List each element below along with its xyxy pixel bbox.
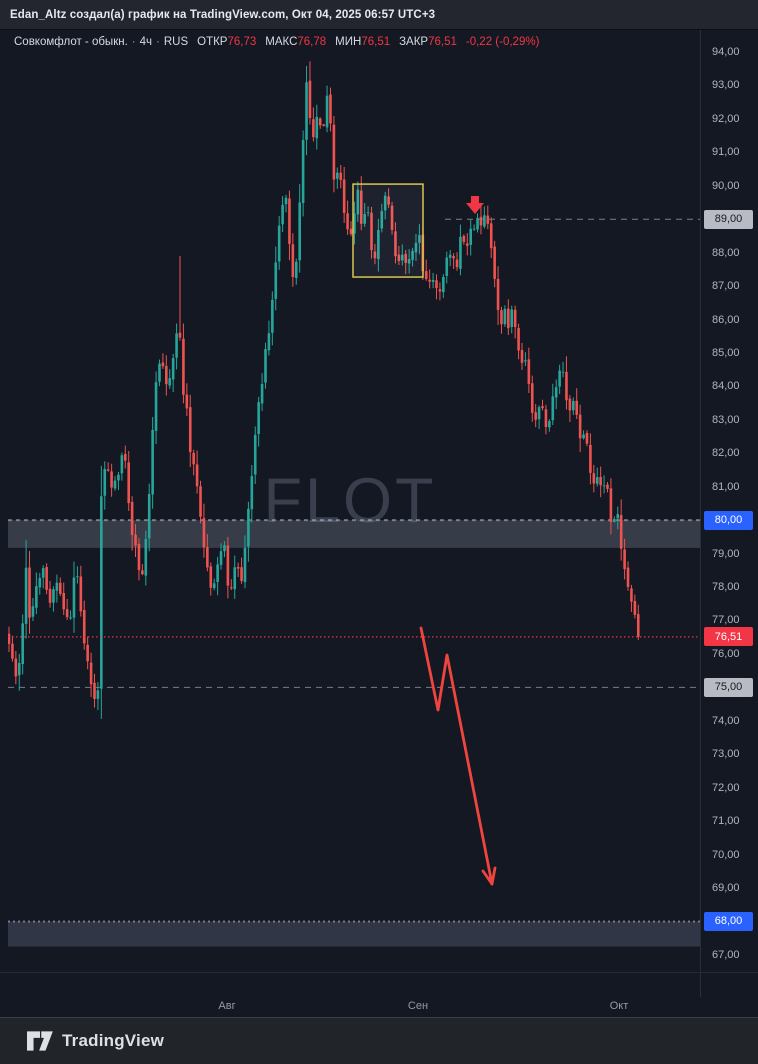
legend-ohlc: ОТКР76,73 МАКС76,78 МИН76,51 ЗАКР76,51 [188, 36, 457, 48]
tradingview-logo[interactable]: TradingView [27, 1031, 164, 1051]
time-tick-label: Окт [609, 1000, 629, 1012]
price-zone [8, 519, 700, 548]
price-tick-label: 85,00 [712, 346, 740, 359]
price-tick-label: 86,00 [712, 313, 740, 326]
price-tick-label: 94,00 [712, 46, 740, 58]
price-badge: 75,00 [704, 677, 753, 697]
tradingview-logo-text: TradingView [62, 1031, 165, 1050]
bottom-bar: TradingView [0, 1017, 758, 1064]
time-tick-label: Авг [218, 1000, 236, 1012]
price-tick-label: 69,00 [712, 882, 740, 894]
price-tick-label: 91,00 [712, 146, 740, 159]
candlestick-chart [8, 61, 700, 947]
price-tick-label: 90,00 [712, 179, 740, 192]
price-zone [8, 920, 700, 947]
tradingview-logo-icon [27, 1031, 53, 1051]
time-tick-label: Сен [407, 1000, 429, 1012]
chart-pane[interactable]: FLOT Совкомфлот - обыкн. · 4ч · RUS ОТКР76,73… [0, 30, 700, 972]
price-tick-label: 74,00 [712, 714, 740, 727]
price-tick-label: 79,00 [712, 547, 740, 560]
price-tick-label: 87,00 [712, 280, 740, 293]
price-tick-label: 81,00 [712, 480, 740, 493]
price-tick-label: 92,00 [712, 112, 740, 125]
pane-bottom-border [0, 972, 758, 973]
price-tick-label: 88,00 [712, 246, 740, 259]
price-tick-label: 67,00 [712, 948, 740, 961]
price-tick-label: 71,00 [712, 815, 740, 828]
price-tick-label: 78,00 [712, 581, 740, 594]
price-tick-label: 83,00 [712, 413, 740, 426]
price-tick-label: 82,00 [712, 447, 740, 460]
price-tick-label: 84,00 [712, 380, 740, 393]
legend-field-value: 76,78 [297, 36, 327, 48]
trend-arrow-drawing[interactable] [419, 626, 497, 886]
price-badge: 76,51 [704, 627, 753, 647]
legend-separator: · [156, 36, 160, 48]
price-tick-label: 72,00 [712, 781, 740, 794]
time-axis[interactable]: Авг Сен Окт [0, 997, 758, 1017]
legend-field-label: ОТКР [197, 36, 228, 48]
legend-field-value: 76,51 [361, 36, 391, 48]
legend-field-label: ЗАКР [399, 36, 429, 48]
legend-field-value: 76,73 [227, 36, 257, 48]
price-tick-label: 73,00 [712, 748, 740, 761]
legend-separator: · [131, 36, 136, 48]
legend-interval[interactable]: 4ч [139, 36, 153, 48]
price-tick-label: 93,00 [712, 79, 740, 92]
price-tick-label: 70,00 [712, 848, 740, 861]
legend-field-value: 76,51 [428, 36, 457, 48]
price-tick-label: 76,00 [712, 647, 740, 660]
price-badge: 68,00 [704, 911, 753, 931]
legend-symbol: Совкомфлот - обыкн. [14, 36, 128, 48]
legend-change: -0,22 (-0,29%) [465, 36, 540, 48]
price-badge: 89,00 [704, 209, 753, 229]
drawing-rectangle-box[interactable] [352, 183, 424, 278]
legend-exchange: RUS [163, 36, 189, 48]
price-axis[interactable]: 94,00 93,00 92,00 91,00 90,00 89,00 88,00 87,00… [700, 30, 758, 1017]
legend: Совкомфлот - обыкн. · 4ч · RUS ОТКР76,73 МАКС7… [14, 36, 539, 48]
down-arrow-marker[interactable] [466, 196, 484, 214]
price-tick-label: 77,00 [712, 614, 740, 627]
candlestick-series [8, 61, 640, 720]
legend-field-label: МИН [335, 36, 362, 48]
snapshot-title: Edan_Altz создал(а) график на TradingVie… [10, 8, 436, 21]
legend-field-label: МАКС [265, 36, 298, 48]
topbar: Edan_Altz создал(а) график на TradingVie… [0, 0, 758, 30]
price-badge: 80,00 [704, 510, 753, 530]
